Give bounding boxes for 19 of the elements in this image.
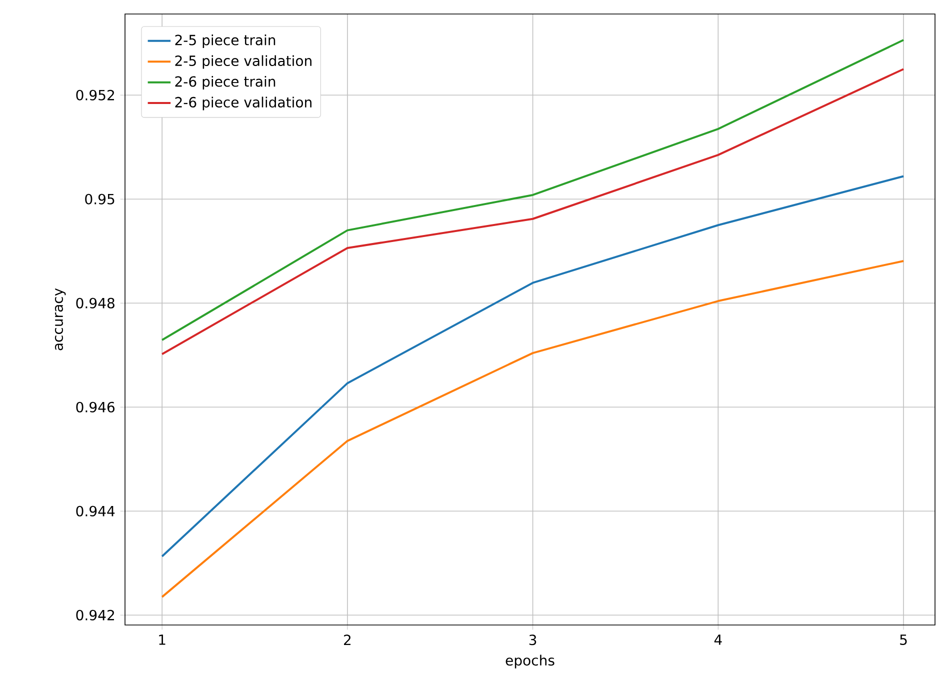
legend-label: 2-5 piece validation	[175, 55, 312, 69]
y-tick-label: 0.942	[76, 610, 114, 620]
x-axis-title: epochs	[506, 654, 554, 668]
x-tick-label: 4	[714, 634, 722, 645]
x-tick-label: 5	[900, 634, 907, 645]
y-axis-title: accuracy	[54, 288, 66, 350]
legend-label: 2-6 piece train	[175, 76, 276, 90]
y-tick-label: 0.95	[85, 194, 114, 204]
y-tick-label: 0.946	[76, 402, 114, 412]
legend-label: 2-5 piece train	[175, 34, 276, 48]
y-tick-label: 0.948	[76, 298, 114, 308]
x-tick-label: 1	[159, 634, 166, 645]
y-tick-label: 0.952	[76, 90, 114, 100]
line-series	[161, 260, 905, 598]
y-tick-label: 0.944	[76, 506, 115, 516]
x-tick-label: 2	[344, 634, 350, 645]
line-series	[161, 175, 905, 558]
x-tick-label: 3	[529, 634, 536, 646]
legend-label: 2-6 piece validation	[175, 96, 312, 110]
